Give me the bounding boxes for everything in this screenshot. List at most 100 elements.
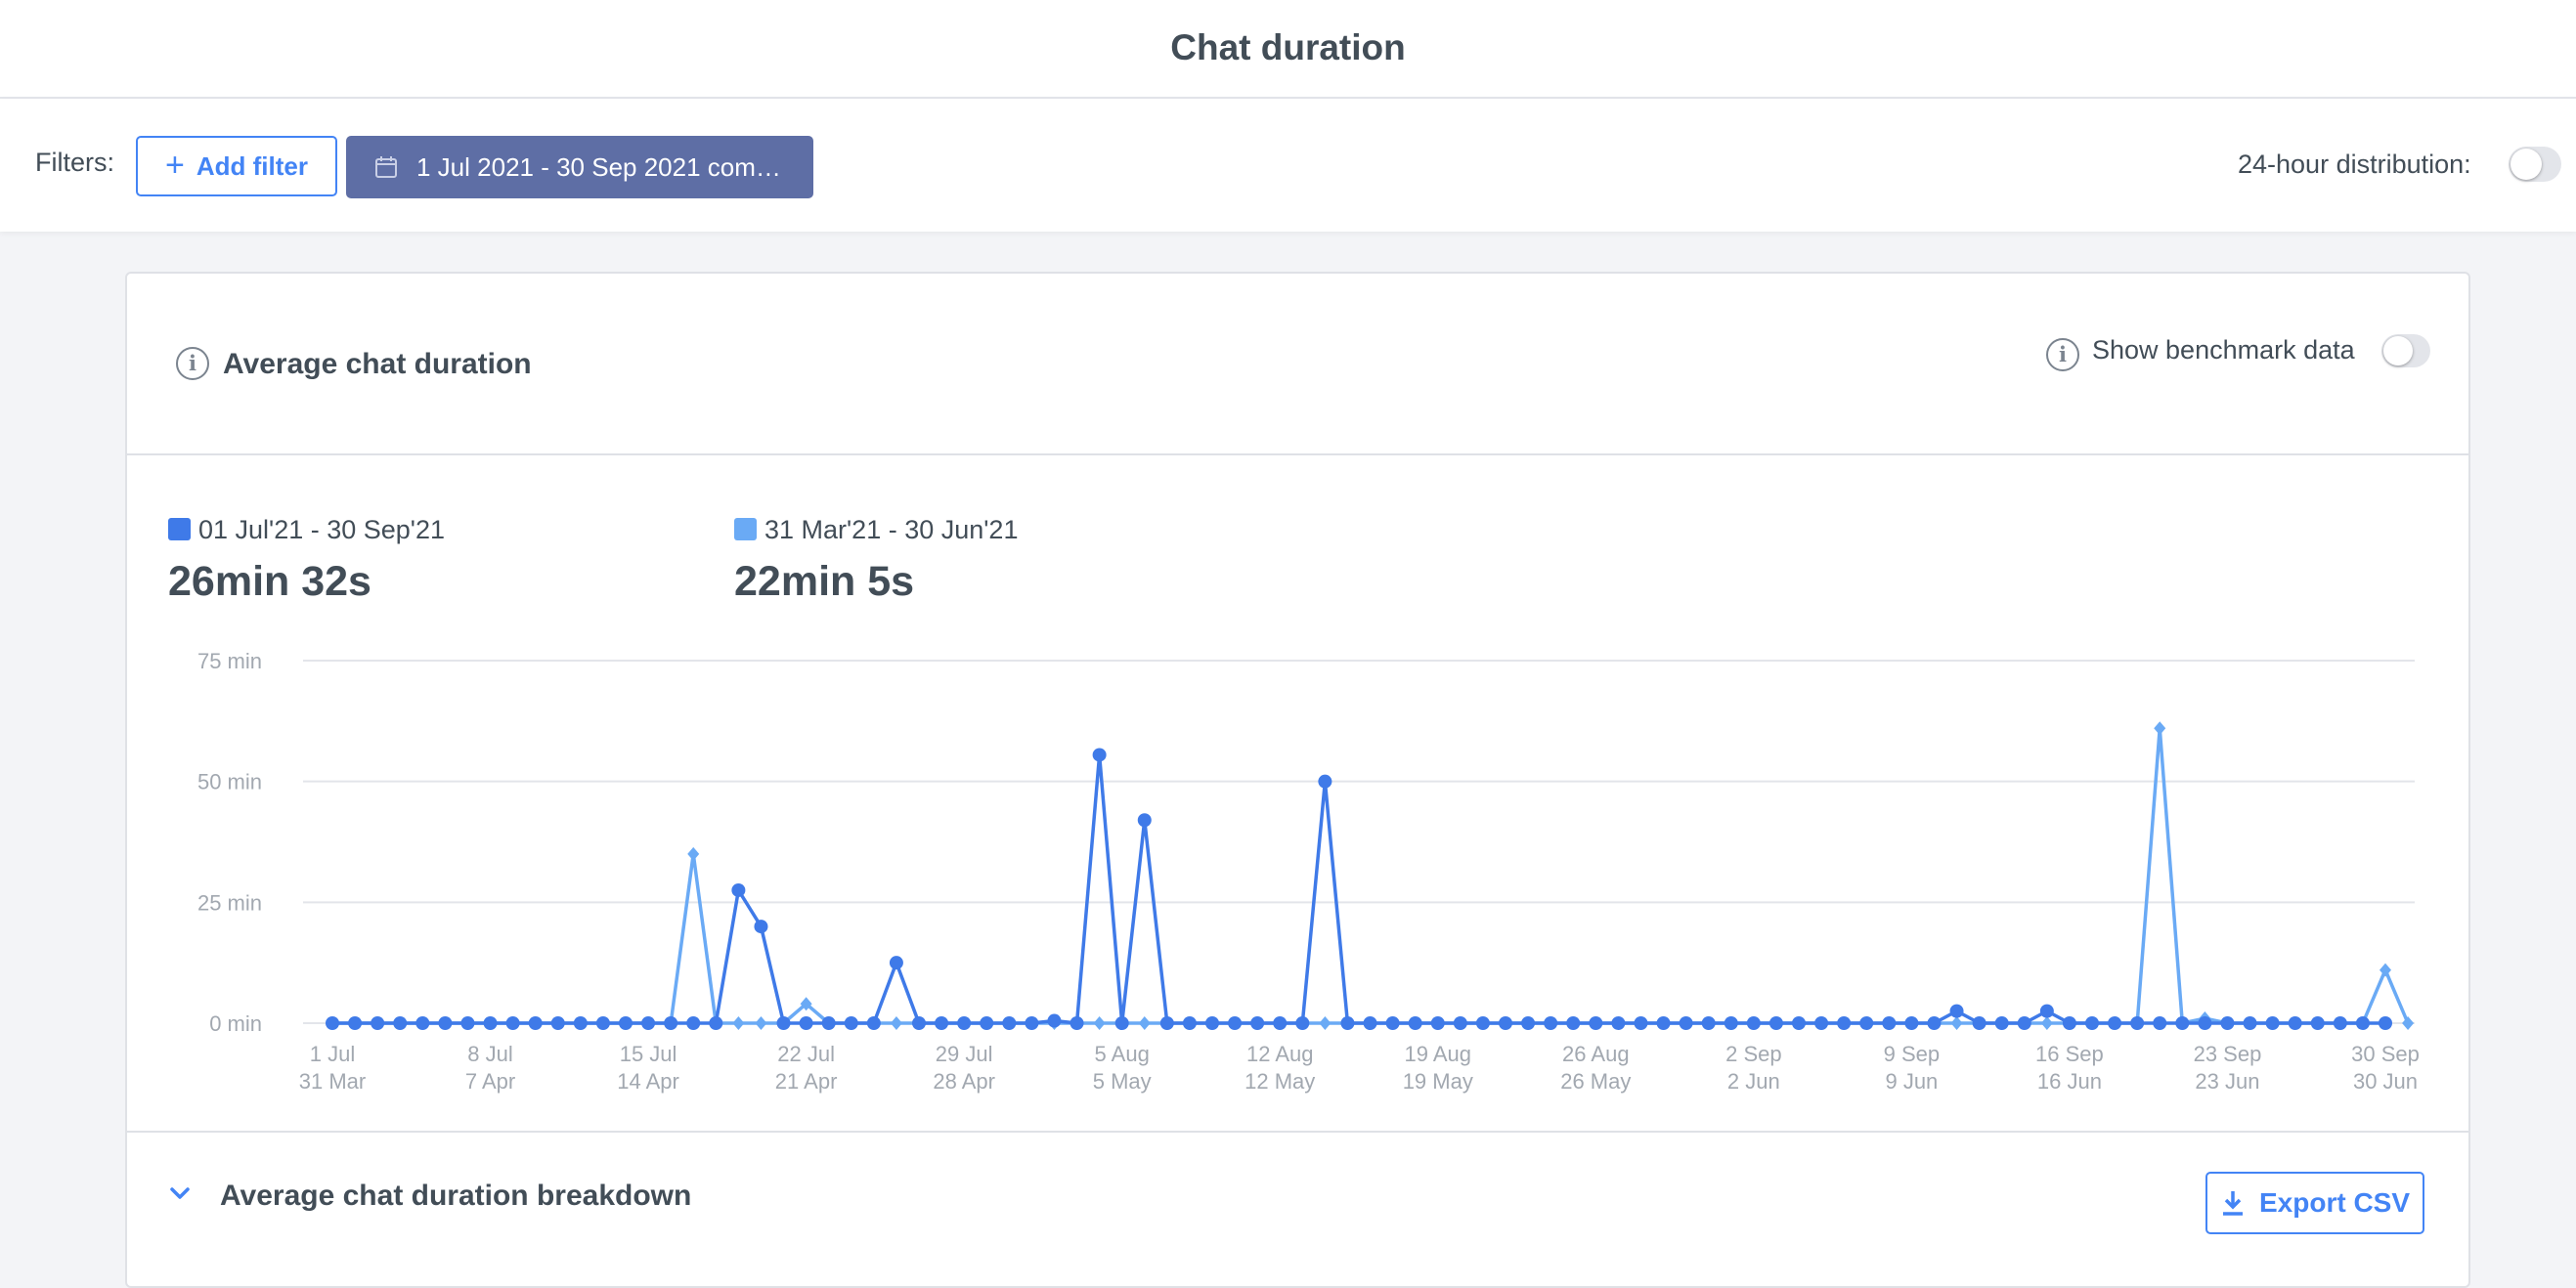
x-tick-label: 2 Sep: [1725, 1042, 1782, 1066]
data-point: [1250, 1016, 1265, 1030]
export-csv-button[interactable]: Export CSV: [2205, 1172, 2424, 1234]
data-point: [1634, 1016, 1648, 1030]
y-tick-label: 25 min: [197, 890, 262, 915]
x-tick-label: 1 Jul: [310, 1042, 355, 1066]
data-point: [1475, 1016, 1490, 1030]
x-tick-label: 26 Aug: [1562, 1042, 1630, 1066]
data-point: [1499, 1016, 1512, 1030]
data-point: [686, 1016, 701, 1030]
data-point: [1746, 1016, 1761, 1030]
page-title: Chat duration: [1170, 27, 1406, 67]
data-point: [2288, 1016, 2302, 1030]
distribution-toggle[interactable]: [2509, 147, 2561, 182]
data-point: [1273, 1016, 1288, 1030]
chevron-down-icon[interactable]: [166, 1180, 194, 1207]
data-point: [664, 1016, 678, 1030]
data-point: [754, 920, 768, 934]
x-tick-label: 29 Jul: [936, 1042, 993, 1066]
data-point: [1544, 1016, 1558, 1030]
data-point: [731, 882, 746, 897]
data-point: [2198, 1016, 2212, 1030]
data-point: [483, 1016, 498, 1030]
data-point: [912, 1016, 926, 1030]
data-point: [550, 1016, 565, 1030]
data-point: [1319, 1016, 1332, 1030]
data-point: [866, 1016, 881, 1030]
data-point: [2039, 1004, 2054, 1018]
data-point: [890, 1016, 902, 1030]
x-tick-label-secondary: 9 Jun: [1885, 1069, 1938, 1094]
data-point: [1408, 1016, 1422, 1030]
data-point: [2310, 1016, 2325, 1030]
date-range-button[interactable]: 1 Jul 2021 - 30 Sep 2021 comp…: [346, 136, 813, 198]
x-tick-label: 9 Sep: [1884, 1042, 1941, 1066]
x-tick-label-secondary: 19 May: [1403, 1069, 1473, 1094]
x-tick-label-secondary: 2 Jun: [1727, 1069, 1780, 1094]
breakdown-title[interactable]: Average chat duration breakdown: [220, 1180, 692, 1212]
data-point: [1994, 1016, 2009, 1030]
data-point: [1589, 1016, 1603, 1030]
benchmark-info-icon[interactable]: i: [2046, 338, 2079, 371]
add-filter-button[interactable]: + Add filter: [136, 136, 337, 196]
data-point: [1093, 1016, 1106, 1030]
x-tick-label-secondary: 14 Apr: [617, 1069, 679, 1094]
data-point: [641, 1016, 656, 1030]
benchmark-label: Show benchmark data: [2092, 335, 2355, 365]
data-point: [348, 1016, 363, 1030]
top-bar: Chat duration: [0, 0, 2576, 99]
chart: 75 min 50 min 25 min 0 min 1 Jul 31 Mar 8 Jul 7…: [197, 649, 2420, 1094]
data-point: [2153, 1016, 2167, 1030]
x-tick-label-secondary: 12 May: [1244, 1069, 1315, 1094]
data-point: [2108, 1016, 2122, 1030]
data-point: [1927, 1016, 1942, 1030]
data-point: [1566, 1016, 1581, 1030]
data-point: [1792, 1016, 1806, 1030]
data-point: [595, 1016, 610, 1030]
data-point: [1882, 1016, 1897, 1030]
series-line: [332, 752, 2385, 1025]
data-point: [1159, 1016, 1174, 1030]
data-point: [2017, 1016, 2031, 1030]
x-tick-label: 5 Aug: [1095, 1042, 1150, 1066]
data-point: [1950, 1016, 1963, 1030]
x-tick-label-secondary: 23 Jun: [2195, 1069, 2259, 1094]
data-point: [980, 1016, 994, 1030]
data-point: [1363, 1016, 1377, 1030]
x-tick-label-secondary: 16 Jun: [2037, 1069, 2102, 1094]
data-point: [1138, 1016, 1151, 1030]
data-point: [619, 1016, 633, 1030]
data-point: [393, 1016, 408, 1030]
data-point: [1656, 1016, 1671, 1030]
data-point: [1318, 774, 1332, 789]
data-point: [1724, 1016, 1738, 1030]
data-point: [2175, 1016, 2190, 1030]
data-point: [2220, 1016, 2235, 1030]
legend-swatch-previous: [734, 518, 757, 540]
x-tick-label: 15 Jul: [620, 1042, 677, 1066]
plus-icon: +: [165, 146, 185, 184]
data-point: [1837, 1016, 1852, 1030]
data-point: [1611, 1016, 1626, 1030]
data-point: [2402, 1016, 2415, 1030]
x-tick-label-secondary: 30 Jun: [2353, 1069, 2418, 1094]
data-point: [800, 997, 812, 1011]
data-point: [957, 1016, 972, 1030]
data-point: [1385, 1016, 1400, 1030]
benchmark-toggle[interactable]: [2381, 334, 2430, 367]
data-point: [1859, 1016, 1874, 1030]
data-point: [1453, 1016, 1467, 1030]
data-point: [1047, 1013, 1062, 1028]
x-tick-label: 16 Sep: [2035, 1042, 2104, 1066]
data-point: [2355, 1016, 2370, 1030]
data-point: [2243, 1016, 2257, 1030]
x-tick-label-secondary: 26 May: [1560, 1069, 1631, 1094]
data-point: [371, 1016, 385, 1030]
data-point: [935, 1016, 949, 1030]
x-tick-label: 12 Aug: [1246, 1042, 1314, 1066]
data-point: [1949, 1004, 1964, 1018]
data-point: [799, 1016, 813, 1030]
data-point: [1430, 1016, 1445, 1030]
info-icon[interactable]: i: [176, 347, 209, 380]
data-point: [1092, 748, 1107, 762]
average-chat-duration-card: i Average chat duration i Show benchmark…: [125, 272, 2470, 1288]
